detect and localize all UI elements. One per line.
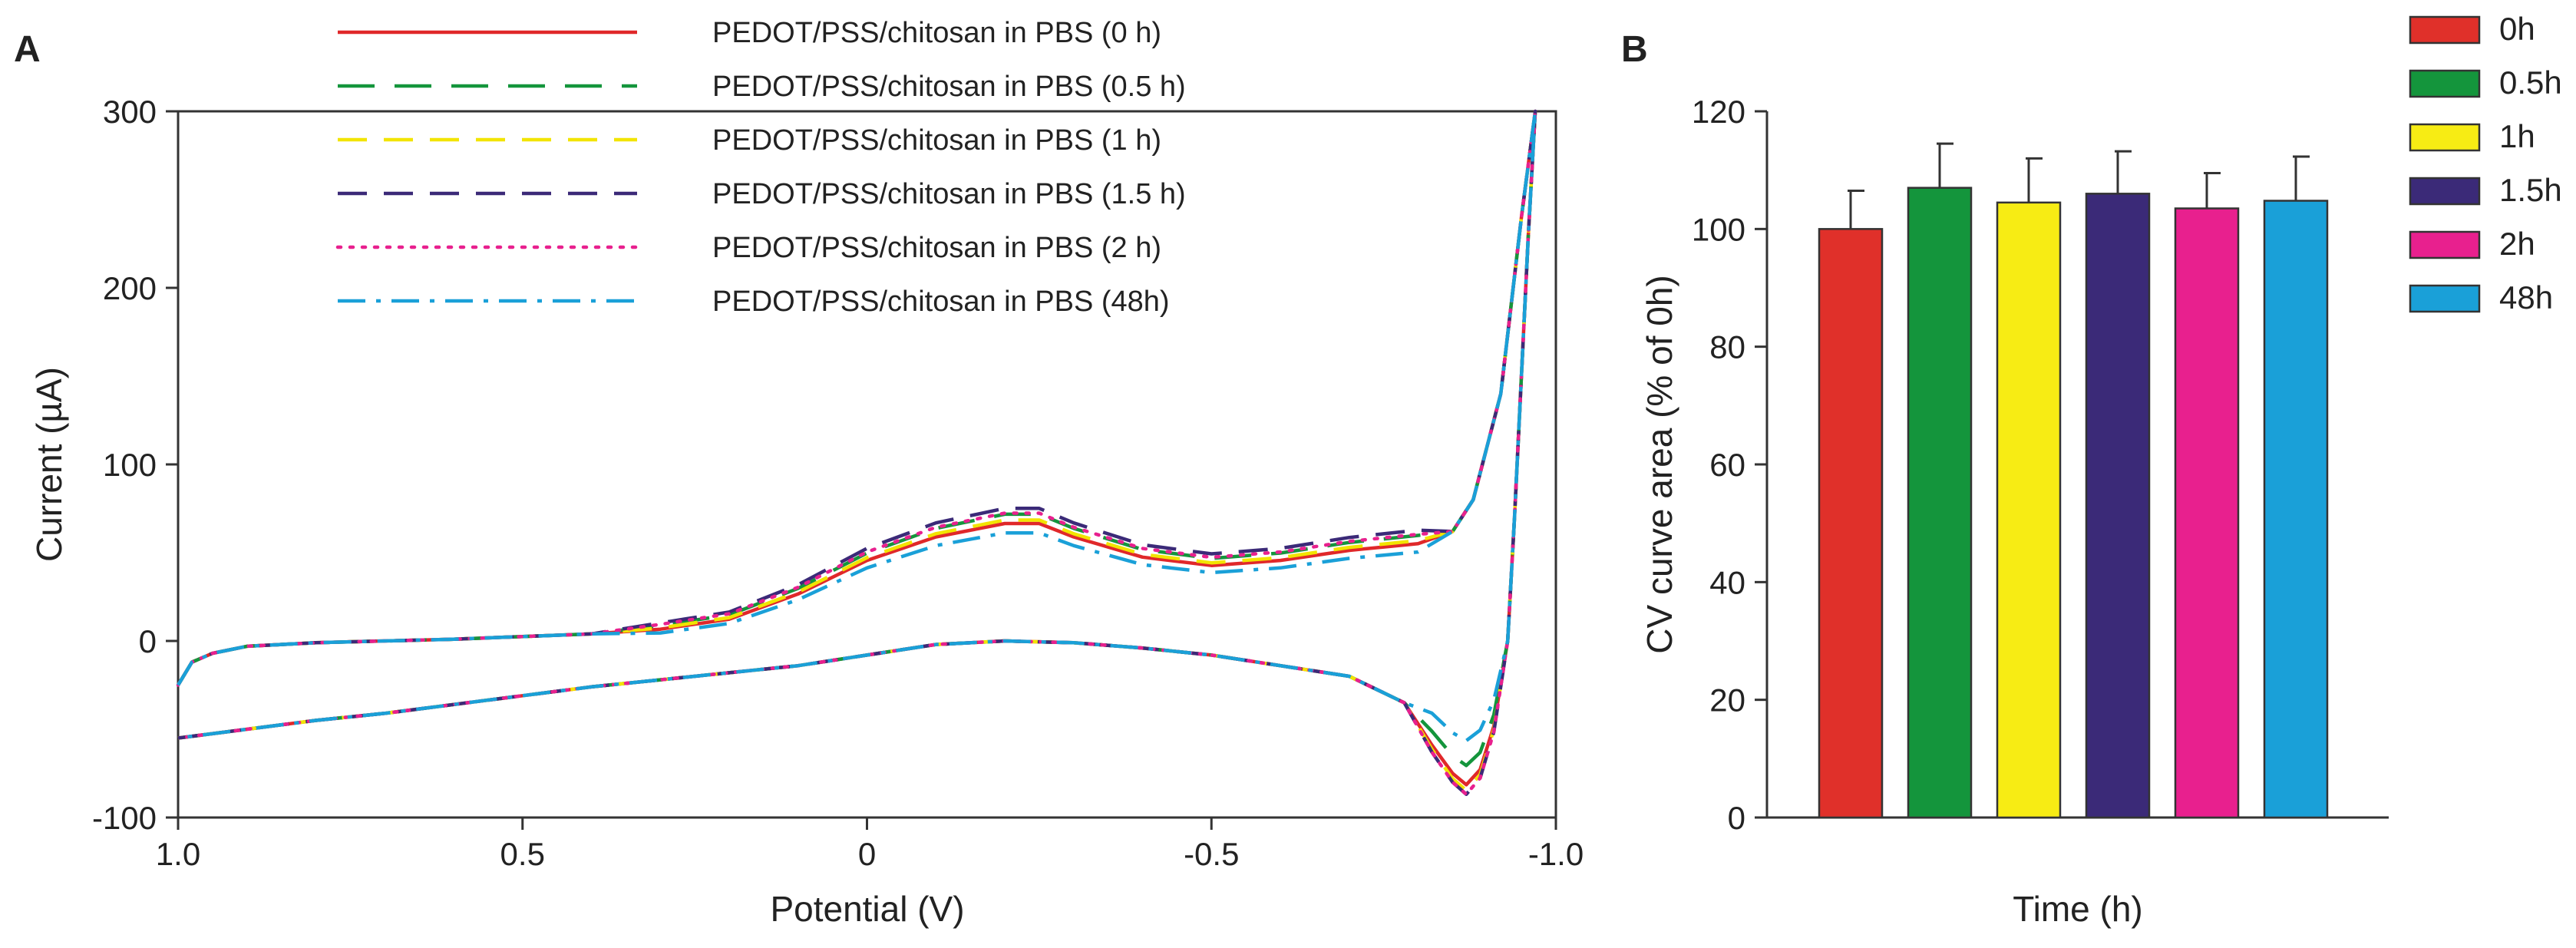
legend-label-1.5h: 1.5h <box>2499 172 2562 208</box>
panel-a: A -100 0 100 200 300 1.0 0.5 0 -0.5 -1.0 PEDOT/P… <box>14 17 1584 929</box>
legend-label-2h: 2h <box>2499 226 2535 262</box>
panel-b-y-tick-label: 40 <box>1709 564 1745 600</box>
legend-swatch-48h <box>2409 284 2481 313</box>
legend-swatch-1h <box>2409 123 2481 152</box>
panel-a-y-tick-label: -100 <box>92 800 157 836</box>
legend-label-3: PEDOT/PSS/chitosan in PBS (1.5 h) <box>712 178 1186 210</box>
cv-curve-0 <box>177 109 1537 787</box>
panel-a-y-tick-label: 0 <box>139 623 157 659</box>
panel-a-legend: PEDOT/PSS/chitosan in PBS (0 h) PEDOT/PSS… <box>335 17 1186 318</box>
panel-b-x-axis-title: Time (h) <box>2013 889 2143 929</box>
cv-curve-5 <box>177 109 1537 743</box>
panel-b-y-tick-label: 20 <box>1709 682 1745 718</box>
legend-label-1: PEDOT/PSS/chitosan in PBS (0.5 h) <box>712 71 1186 103</box>
legend-label-1h: 1h <box>2499 118 2535 154</box>
panel-b-y-tick-label: 60 <box>1709 447 1745 483</box>
panel-a-y-tick-label: 100 <box>103 447 157 483</box>
bar-0h <box>1818 228 1884 819</box>
panel-a-y-ticks: -100 0 100 200 300 <box>92 94 178 836</box>
panel-a-x-axis-title: Potential (V) <box>770 889 964 929</box>
panel-a-letter: A <box>14 29 41 70</box>
panel-a-curves <box>176 109 1537 797</box>
legend-label-5: PEDOT/PSS/chitosan in PBS (48h) <box>712 286 1170 318</box>
cv-curve-2 <box>177 109 1537 793</box>
panel-b-y-tick-label: 0 <box>1728 800 1745 836</box>
panel-a-x-tick-label: 0.5 <box>500 836 545 872</box>
panel-b-y-tick-label: 120 <box>1692 94 1745 130</box>
legend-label-0.5h: 0.5h <box>2499 64 2562 101</box>
legend-label-2: PEDOT/PSS/chitosan in PBS (1 h) <box>712 124 1161 157</box>
panel-b-y-tick-label: 100 <box>1692 211 1745 247</box>
panel-a-plot-frame <box>177 110 1557 819</box>
panel-a-x-tick-label: 1.0 <box>156 836 200 872</box>
legend-swatch-0.5h <box>2409 69 2481 98</box>
panel-b-y-axis-title: CV curve area (% of 0h) <box>1640 275 1679 653</box>
legend-swatch-2h <box>2409 230 2481 259</box>
panel-a-x-tick-label: -1.0 <box>1528 836 1584 872</box>
panel-a-y-tick-label: 200 <box>103 270 157 306</box>
bar-1.5h <box>2085 193 2151 819</box>
panel-a-x-ticks: 1.0 0.5 0 -0.5 -1.0 <box>156 818 1584 872</box>
cv-curve-4 <box>176 109 1537 797</box>
panel-b-letter: B <box>1621 29 1648 70</box>
legend-label-48h: 48h <box>2499 279 2553 315</box>
panel-b-y-tick-label: 80 <box>1709 329 1745 365</box>
panel-b: B 0 20 40 60 80 100 120 0h 0.5h 1h 1.5h 2h 48h Time… <box>1621 11 2562 929</box>
legend-label-0h: 0h <box>2499 11 2535 47</box>
panel-b-legend: 0h 0.5h 1h 1.5h 2h 48h <box>2409 11 2562 315</box>
legend-swatch-0h <box>2409 15 2481 45</box>
legend-label-4: PEDOT/PSS/chitosan in PBS (2 h) <box>712 232 1161 264</box>
panel-b-bars <box>1818 142 2329 819</box>
panel-a-y-tick-label: 300 <box>103 94 157 130</box>
legend-label-0: PEDOT/PSS/chitosan in PBS (0 h) <box>712 17 1161 49</box>
bar-0.5h <box>1907 187 1973 819</box>
panel-a-x-tick-label: 0 <box>858 836 876 872</box>
panel-a-x-tick-label: -0.5 <box>1184 836 1239 872</box>
bar-1h <box>1996 201 2062 819</box>
cv-curve-3 <box>177 109 1537 797</box>
panel-a-y-axis-title: Current (µA) <box>29 367 69 562</box>
bar-48h <box>2263 200 2329 819</box>
legend-swatch-1.5h <box>2409 177 2481 206</box>
bar-2h <box>2174 207 2240 819</box>
